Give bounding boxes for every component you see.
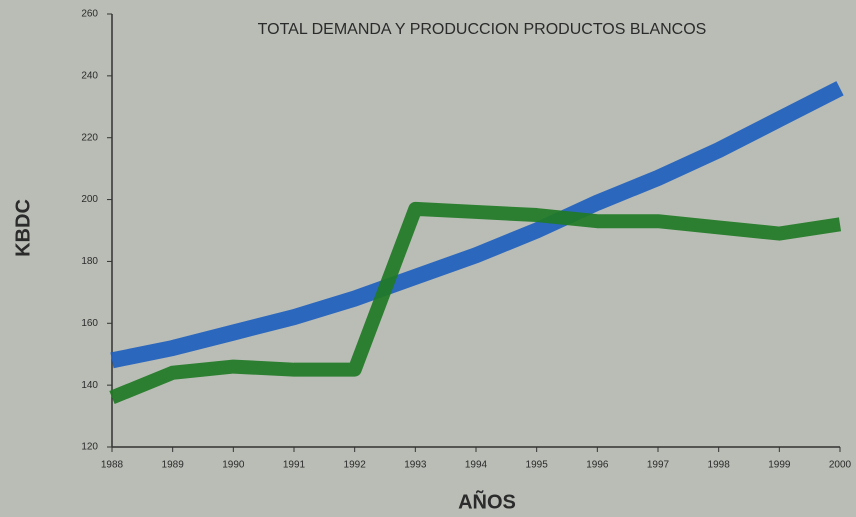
x-tick-label: 2000 [829,460,852,471]
x-tick-label: 1988 [101,460,124,471]
x-axis-label: AÑOS [458,490,516,513]
x-tick-label: 1995 [526,460,549,471]
y-tick-label: 160 [81,318,98,329]
x-tick-label: 1997 [647,460,670,471]
x-tick-label: 1992 [344,460,367,471]
x-tick-label: 1990 [222,460,245,471]
y-tick-label: 220 [81,132,98,143]
y-tick-label: 260 [81,9,98,20]
y-tick-label: 180 [81,256,98,267]
x-tick-label: 1991 [283,460,306,471]
x-tick-label: 1993 [404,460,427,471]
x-tick-label: 1999 [768,460,791,471]
y-tick-label: 200 [81,194,98,205]
y-tick-label: 120 [81,442,98,453]
chart-title: TOTAL DEMANDA Y PRODUCCION PRODUCTOS BLA… [258,21,707,38]
x-tick-label: 1998 [708,460,731,471]
y-axis-label: KBDC [12,199,34,257]
x-tick-label: 1989 [162,460,185,471]
series-line [110,81,844,369]
y-tick-label: 140 [81,380,98,391]
x-tick-label: 1994 [465,460,488,471]
series-line [109,201,842,404]
y-tick-label: 240 [81,70,98,81]
x-tick-label: 1996 [586,460,609,471]
